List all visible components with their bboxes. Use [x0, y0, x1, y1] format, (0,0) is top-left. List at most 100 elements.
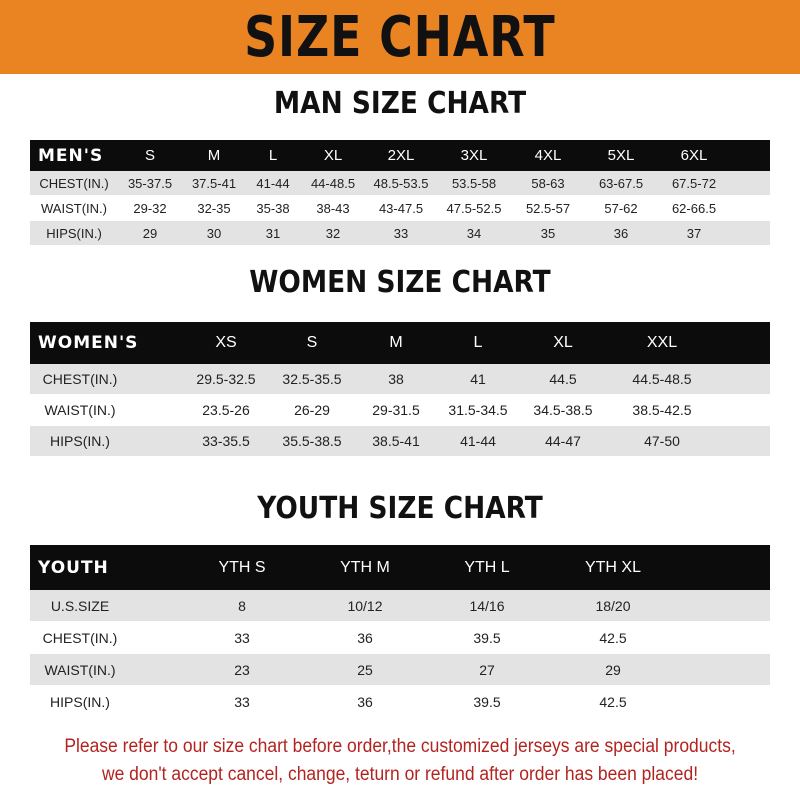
measurement-cell: 35-37.5 — [127, 175, 173, 191]
measurement-cell: 41-44 — [460, 433, 496, 449]
size-chart-banner: SIZE CHART — [0, 0, 800, 74]
notice-line-2: we don't accept cancel, change, teturn o… — [101, 764, 699, 785]
measurement-cell: 62-66.5 — [671, 200, 717, 216]
table-header-row: WOMEN'S XS S M L XL XXL — [30, 322, 770, 364]
size-header-cell: S — [144, 147, 155, 164]
row-label: WAIST(IN.) — [41, 200, 107, 216]
measurement-cell: 42.5 — [599, 693, 627, 710]
table-header-label: YOUTH — [38, 557, 109, 578]
measurement-cell: 34.5-38.5 — [533, 402, 593, 418]
measurement-cell: 44.5-48.5 — [632, 371, 692, 387]
measurement-cell: 23 — [234, 661, 250, 678]
measurement-cell: 36 — [357, 629, 373, 646]
size-header-cell: 3XL — [460, 147, 488, 164]
measurement-cell: 31 — [265, 225, 281, 241]
measurement-cell: 43-47.5 — [378, 200, 424, 216]
measurement-cell: 33 — [393, 225, 409, 241]
measurement-cell: 29.5-32.5 — [196, 371, 256, 387]
measurement-cell: 38.5-42.5 — [632, 402, 692, 418]
youth-size-table: YOUTH YTH S YTH M YTH L YTH XL U.S.SIZE 8 10/12… — [30, 545, 770, 717]
size-header-cell: YTH M — [340, 558, 390, 576]
measurement-cell: 29 — [142, 225, 158, 241]
row-label: CHEST(IN.) — [39, 175, 109, 191]
measurement-cell: 63-67.5 — [598, 175, 644, 191]
row-label: CHEST(IN.) — [42, 371, 118, 387]
measurement-cell: 48.5-53.5 — [373, 175, 429, 191]
measurement-cell: 35.5-38.5 — [282, 433, 342, 449]
row-label: CHEST(IN.) — [42, 629, 118, 646]
measurement-cell: 29 — [605, 661, 621, 678]
measurement-cell: 44-47 — [545, 433, 581, 449]
row-label: U.S.SIZE — [50, 597, 110, 614]
measurement-cell: 37 — [686, 225, 702, 241]
measurement-cell: 42.5 — [599, 629, 627, 646]
measurement-cell: 31.5-34.5 — [448, 402, 508, 418]
measurement-cell: 52.5-57 — [525, 200, 571, 216]
men-section-title: MAN SIZE CHART — [273, 86, 527, 121]
size-header-cell: YTH S — [218, 558, 266, 576]
row-label: HIPS(IN.) — [50, 433, 110, 449]
size-header-cell: 4XL — [534, 147, 562, 164]
measurement-cell: 36 — [357, 693, 373, 710]
measurement-cell: 23.5-26 — [202, 402, 250, 418]
measurement-cell: 14/16 — [469, 597, 505, 614]
size-header-cell: L — [268, 147, 278, 164]
measurement-cell: 27 — [479, 661, 495, 678]
measurement-cell: 33 — [234, 629, 250, 646]
men-size-table: MEN'S S M L XL 2XL 3XL 4XL 5XL 6XL CHEST(IN.) 35-37… — [30, 140, 770, 245]
table-row: HIPS(IN.) 33-35.5 35.5-38.5 38.5-41 41-44 44-… — [30, 426, 770, 456]
size-header-cell: XS — [215, 334, 237, 351]
measurement-cell: 36 — [613, 225, 629, 241]
measurement-cell: 29-32 — [133, 200, 167, 216]
table-row: WAIST(IN.) 23.5-26 26-29 29-31.5 31.5-34.5 34… — [30, 395, 770, 425]
measurement-cell: 25 — [357, 661, 373, 678]
measurement-cell: 44-48.5 — [310, 175, 356, 191]
measurement-cell: 30 — [206, 225, 222, 241]
measurement-cell: 47-50 — [644, 433, 680, 449]
size-header-cell: M — [207, 147, 221, 164]
measurement-cell: 39.5 — [473, 629, 501, 646]
size-header-cell: 2XL — [387, 147, 415, 164]
measurement-cell: 29-31.5 — [372, 402, 420, 418]
measurement-cell: 44.5 — [549, 371, 577, 387]
row-label: WAIST(IN.) — [44, 402, 116, 418]
table-header-label: MEN'S — [38, 145, 104, 166]
measurement-cell: 57-62 — [604, 200, 638, 216]
measurement-cell: 33 — [234, 693, 250, 710]
measurement-cell: 41-44 — [256, 175, 290, 191]
size-header-cell: XXL — [646, 334, 678, 351]
table-row: CHEST(IN.) 35-37.5 37.5-41 41-44 44-48.5 48.5… — [30, 171, 770, 195]
table-header-row: YOUTH YTH S YTH M YTH L YTH XL — [30, 545, 770, 590]
size-header-cell: M — [389, 334, 403, 351]
row-label: WAIST(IN.) — [44, 661, 116, 678]
table-header-label: WOMEN'S — [38, 333, 139, 353]
size-header-cell: 5XL — [607, 147, 635, 164]
size-header-cell: 6XL — [680, 147, 708, 164]
measurement-cell: 8 — [238, 597, 246, 614]
row-label: HIPS(IN.) — [46, 225, 102, 241]
size-header-cell: XL — [323, 147, 343, 164]
table-row: WAIST(IN.) 29-32 32-35 35-38 38-43 43-47.5 47.… — [30, 196, 770, 220]
measurement-cell: 37.5-41 — [191, 175, 237, 191]
women-section-title: WOMEN SIZE CHART — [249, 265, 551, 300]
table-row: WAIST(IN.) 23 25 27 29 — [30, 654, 770, 685]
table-row: CHEST(IN.) 29.5-32.5 32.5-35.5 38 41 44.5 44.5… — [30, 364, 770, 394]
table-row: CHEST(IN.) 33 36 39.5 42.5 — [30, 622, 770, 653]
size-header-cell: YTH XL — [584, 558, 641, 576]
women-size-table: WOMEN'S XS S M L XL XXL CHEST(IN.) 29.5-32.5 32.5… — [30, 322, 770, 456]
measurement-cell: 35 — [540, 225, 556, 241]
table-row: HIPS(IN.) 33 36 39.5 42.5 — [30, 686, 770, 717]
table-header-row: MEN'S S M L XL 2XL 3XL 4XL 5XL 6XL — [30, 140, 770, 171]
measurement-cell: 38.5-41 — [372, 433, 420, 449]
measurement-cell: 47.5-52.5 — [446, 200, 502, 216]
notice-line-1: Please refer to our size chart before or… — [64, 736, 736, 757]
row-label: HIPS(IN.) — [50, 693, 110, 710]
size-header-cell: L — [473, 334, 483, 351]
measurement-cell: 67.5-72 — [671, 175, 717, 191]
banner-title: SIZE CHART — [244, 4, 556, 70]
measurement-cell: 18/20 — [595, 597, 631, 614]
measurement-cell: 34 — [466, 225, 482, 241]
youth-section-title: YOUTH SIZE CHART — [257, 491, 543, 526]
size-header-cell: S — [306, 334, 318, 351]
measurement-cell: 39.5 — [473, 693, 501, 710]
